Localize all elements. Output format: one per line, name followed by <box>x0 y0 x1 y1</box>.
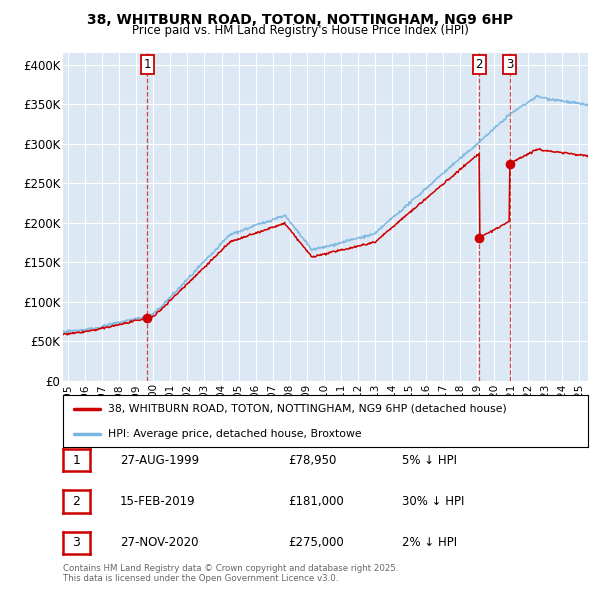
Text: 2: 2 <box>475 58 483 71</box>
Text: 3: 3 <box>506 58 513 71</box>
Text: 38, WHITBURN ROAD, TOTON, NOTTINGHAM, NG9 6HP (detached house): 38, WHITBURN ROAD, TOTON, NOTTINGHAM, NG… <box>107 404 506 414</box>
Text: HPI: Average price, detached house, Broxtowe: HPI: Average price, detached house, Brox… <box>107 429 361 439</box>
Text: 27-AUG-1999: 27-AUG-1999 <box>120 454 199 467</box>
Text: 2: 2 <box>73 495 80 508</box>
Text: £78,950: £78,950 <box>288 454 337 467</box>
Text: Contains HM Land Registry data © Crown copyright and database right 2025.
This d: Contains HM Land Registry data © Crown c… <box>63 563 398 583</box>
Text: 30% ↓ HPI: 30% ↓ HPI <box>402 495 464 508</box>
Text: 38, WHITBURN ROAD, TOTON, NOTTINGHAM, NG9 6HP: 38, WHITBURN ROAD, TOTON, NOTTINGHAM, NG… <box>87 13 513 27</box>
Text: 27-NOV-2020: 27-NOV-2020 <box>120 536 199 549</box>
Text: £181,000: £181,000 <box>288 495 344 508</box>
Text: 15-FEB-2019: 15-FEB-2019 <box>120 495 196 508</box>
Text: £275,000: £275,000 <box>288 536 344 549</box>
Text: Price paid vs. HM Land Registry's House Price Index (HPI): Price paid vs. HM Land Registry's House … <box>131 24 469 37</box>
Text: 3: 3 <box>73 536 80 549</box>
Text: 1: 1 <box>143 58 151 71</box>
Text: 5% ↓ HPI: 5% ↓ HPI <box>402 454 457 467</box>
Text: 2% ↓ HPI: 2% ↓ HPI <box>402 536 457 549</box>
Text: 1: 1 <box>73 454 80 467</box>
